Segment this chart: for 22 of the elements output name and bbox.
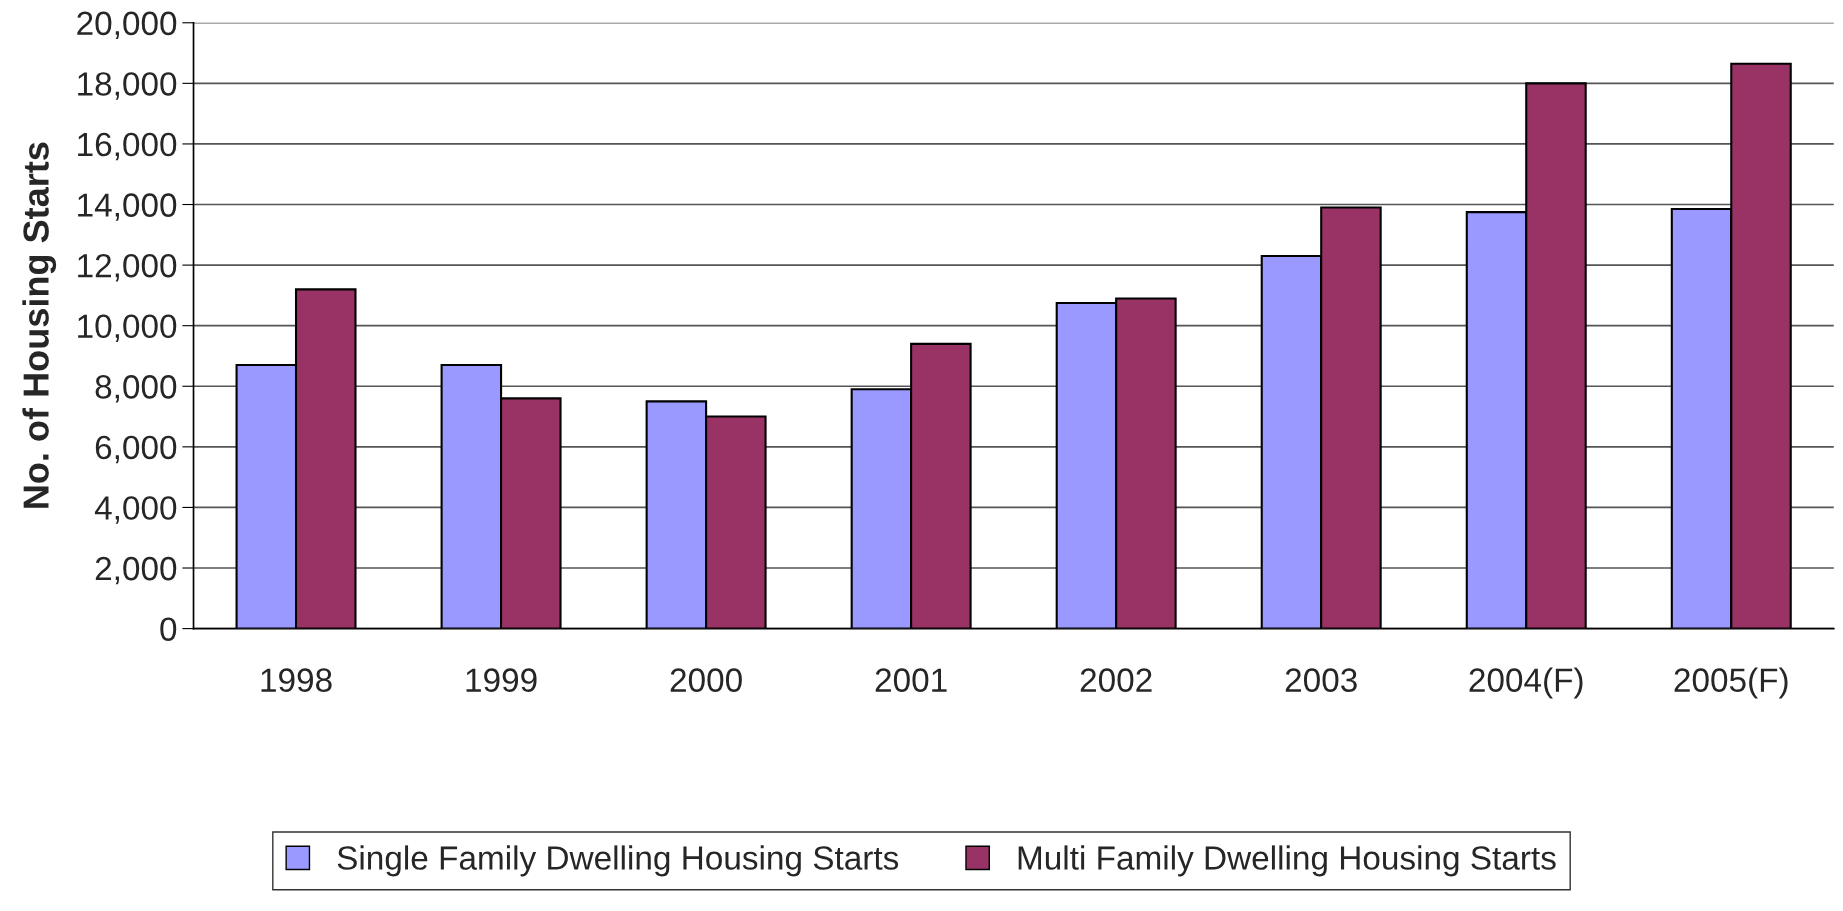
y-axis-title: No. of Housing Starts <box>22 142 57 508</box>
x-tick-label: 2004(F) <box>1469 667 1583 699</box>
x-tick-label: 2002 <box>1080 668 1152 692</box>
y-tick-label: 6,000 <box>95 435 177 464</box>
y-tick-label: 2,000 <box>95 556 177 585</box>
y-tick-label: 14,000 <box>78 193 177 221</box>
y-tick-label: 12,000 <box>78 253 177 282</box>
y-tick-label: 20,000 <box>77 11 177 40</box>
x-tick-label: 1998 <box>261 668 332 692</box>
x-tick-label: 1999 <box>466 668 537 692</box>
y-tick-label: 0 <box>160 617 177 641</box>
legend-label: Single Family Dwelling Housing Starts <box>337 845 899 877</box>
legend-label: Multi Family Dwelling Housing Starts <box>1018 845 1556 877</box>
x-tick-label: 2003 <box>1285 668 1357 692</box>
x-tick-label: 2000 <box>670 668 742 692</box>
y-tick-label: 8,000 <box>95 375 177 403</box>
y-tick-label: 10,000 <box>78 314 177 343</box>
y-tick-label: 16,000 <box>78 132 177 161</box>
y-tick-label: 18,000 <box>78 72 177 100</box>
x-tick-label: 2005(F) <box>1674 667 1788 699</box>
y-tick-label: 4,000 <box>94 496 177 524</box>
x-tick-label: 2001 <box>875 668 947 692</box>
